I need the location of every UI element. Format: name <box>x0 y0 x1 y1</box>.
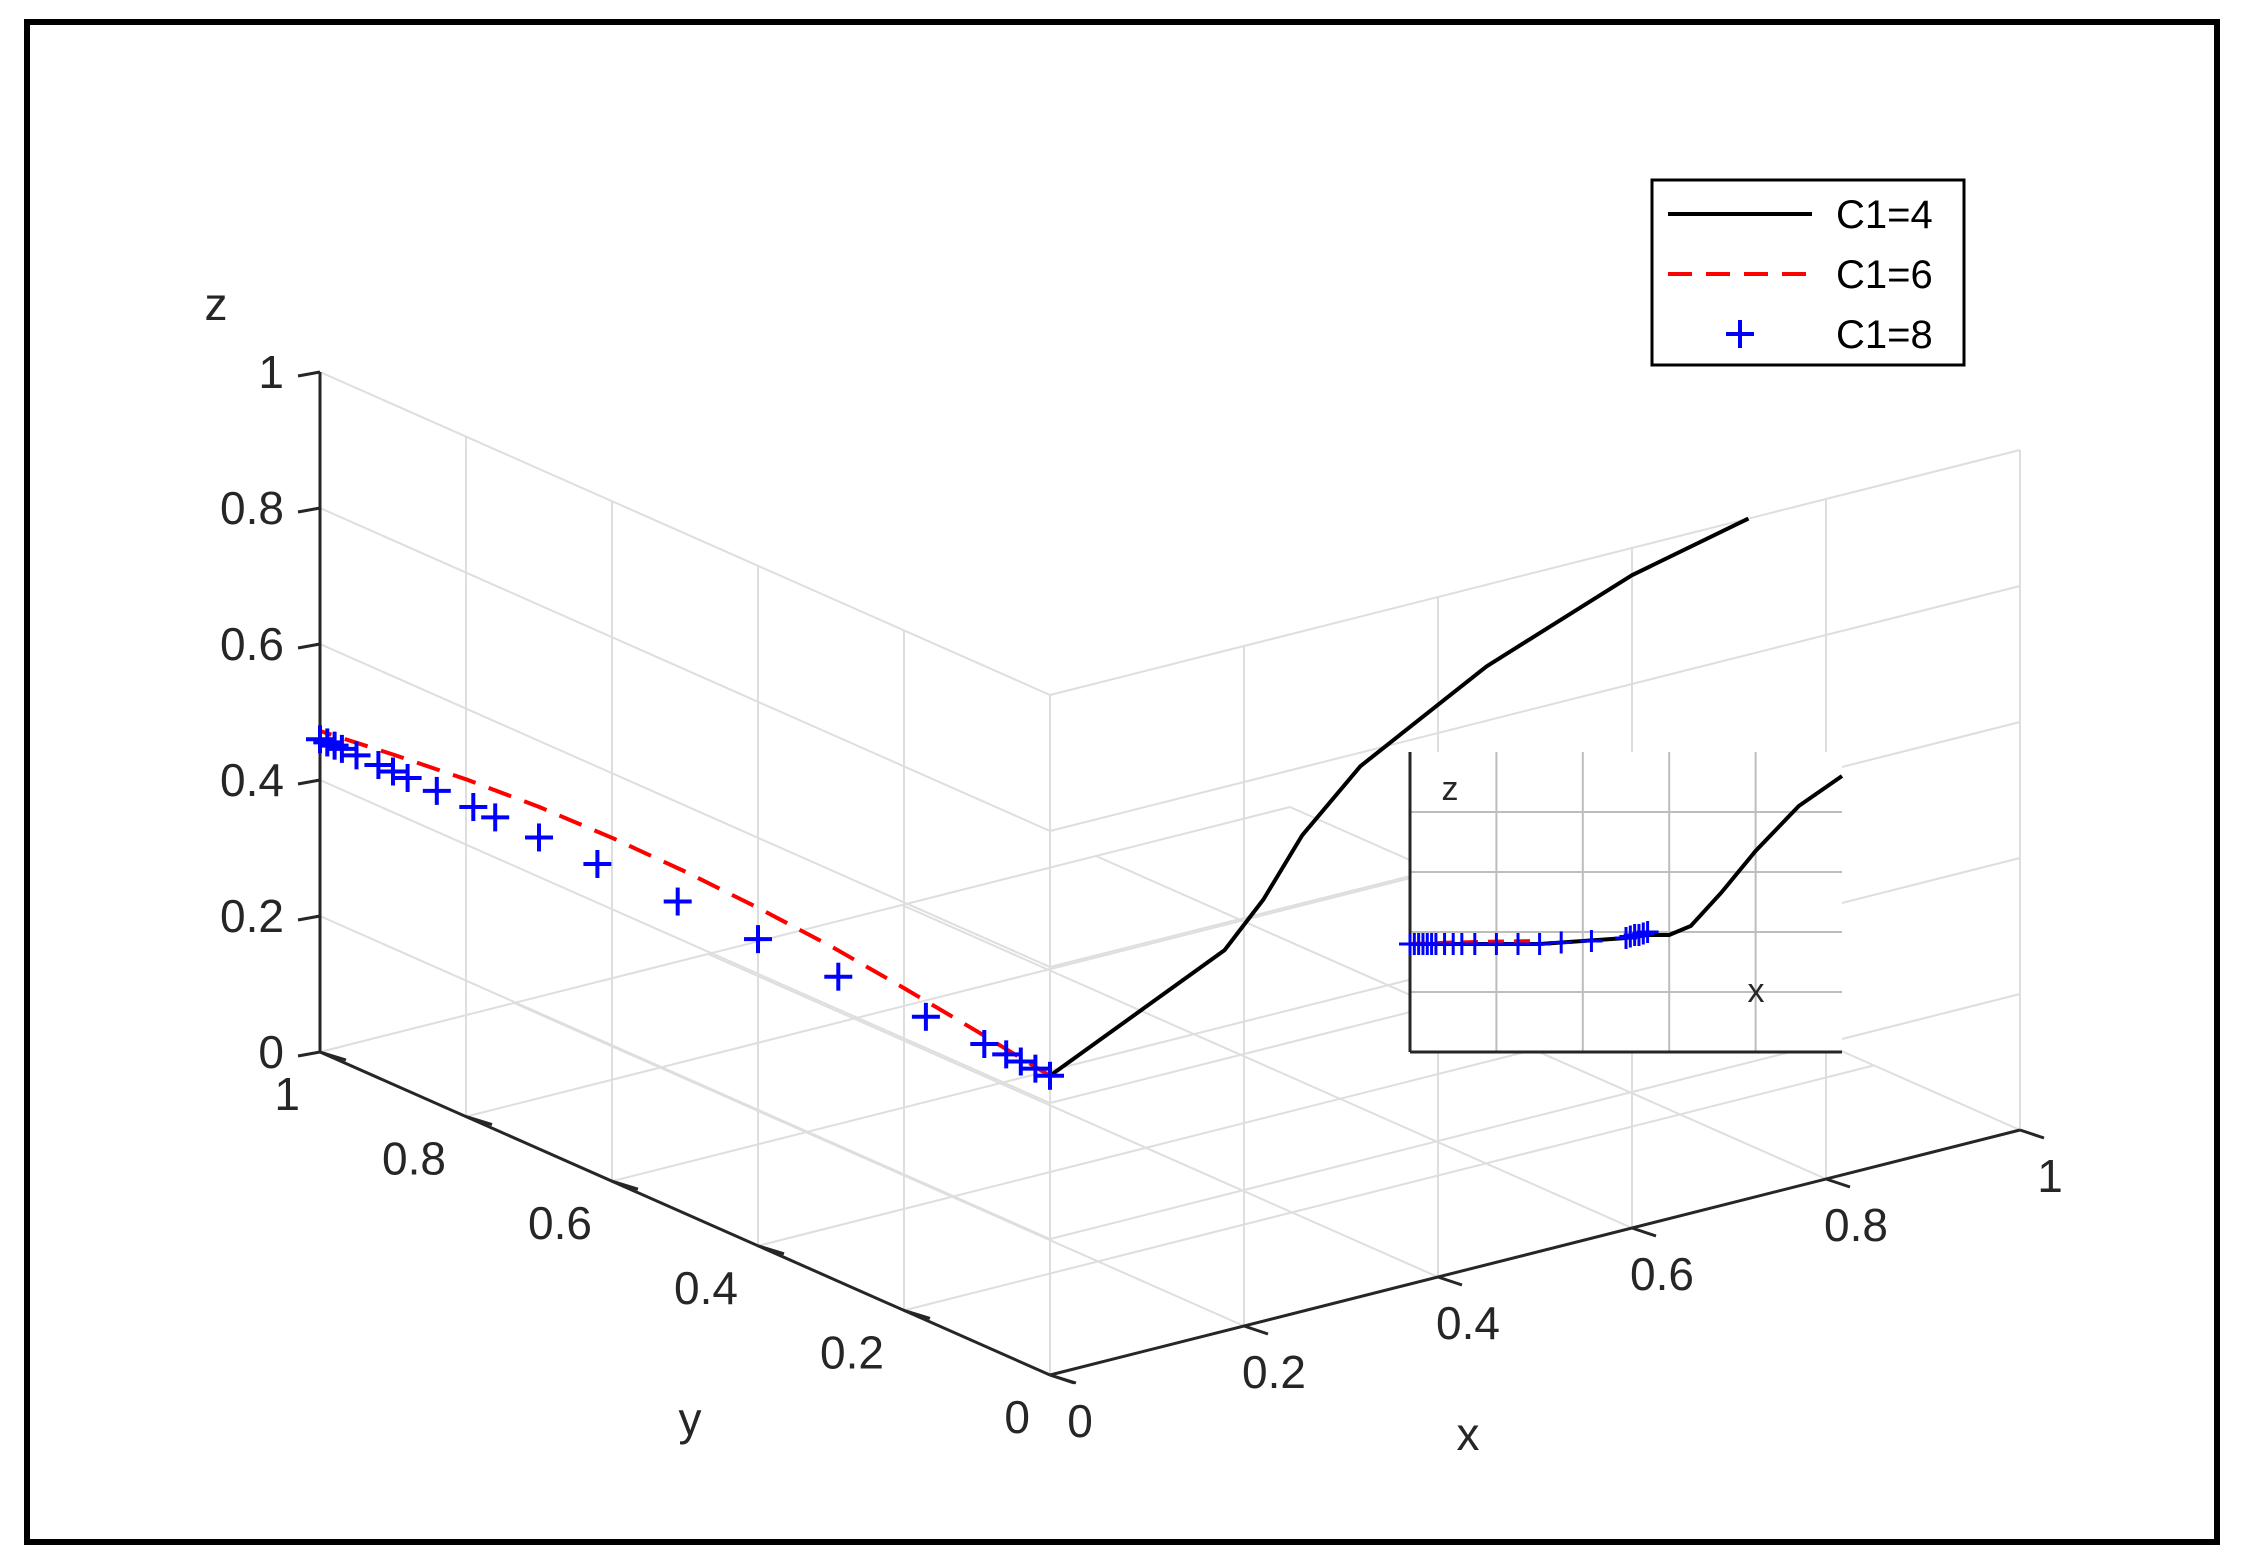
series-c1-8-point-10 <box>525 823 553 852</box>
series-c1-8-point-17 <box>342 741 371 770</box>
legend-label-c1-8: C1=8 <box>1836 313 1933 357</box>
legend-label-c1-4: C1=4 <box>1836 193 1933 237</box>
wall-y0-grid-z-4 <box>1049 585 2021 832</box>
series-c1-8-point-6 <box>824 962 853 991</box>
inset-c1-8-point-13 <box>1528 933 1551 955</box>
series-c1-8-point-20 <box>313 728 342 757</box>
x-tick-5 <box>2019 1128 2045 1140</box>
x-tick-2 <box>1437 1275 1463 1287</box>
series-line-c1-4 <box>1048 516 1750 1078</box>
z-tick-1 <box>297 914 321 922</box>
x-tick-label-0: 0 <box>1067 1395 1093 1447</box>
legend-label-c1-6: C1=6 <box>1836 253 1933 297</box>
z-tick-2 <box>297 778 321 786</box>
wall-x0-grid-z-1 <box>319 915 1051 1240</box>
series-c1-8-point-15 <box>379 757 407 786</box>
series-c1-8-point-4 <box>970 1030 999 1059</box>
y-tick-3 <box>611 1179 639 1191</box>
inset-background <box>1410 752 1842 1052</box>
inset-chart: z x <box>1399 752 1844 1054</box>
y-tick-label-1: 0.2 <box>820 1326 884 1378</box>
x-tick-label-1: 0.2 <box>1242 1346 1306 1398</box>
inset-series <box>1399 774 1844 955</box>
z-tick-label-5: 1 <box>258 346 284 398</box>
wall-x0-grid-z-5 <box>319 371 1051 696</box>
inset-c1-8-point-15 <box>1580 930 1603 952</box>
floor-grid-y-5 <box>319 806 1291 1053</box>
y-tick-label-4: 0.8 <box>382 1133 446 1185</box>
x-tick-3 <box>1631 1226 1657 1238</box>
series-c1-8-point-8 <box>663 887 692 916</box>
wall-x0-grid-z-4 <box>319 507 1051 832</box>
floor-grid-y-1 <box>903 1064 1875 1312</box>
z-tick-label-4: 0.8 <box>220 482 284 534</box>
series-c1-8-point-7 <box>744 925 772 954</box>
y-tick-label-0: 0 <box>1004 1391 1030 1443</box>
wall-x0-grid-z-3 <box>319 643 1051 968</box>
legend: C1=4 C1=6 C1=8 <box>1650 178 1966 367</box>
series-c1-8-point-12 <box>459 793 488 822</box>
floor-grid-x-2 <box>707 953 1439 1278</box>
inset-x-label: x <box>1748 972 1765 1010</box>
x-tick-1 <box>1243 1324 1269 1336</box>
series-c1-8-point-13 <box>422 776 451 805</box>
x-tick-4 <box>1825 1177 1851 1189</box>
x-axis-label: x <box>1457 1408 1480 1460</box>
x-tick-label-5: 1 <box>2037 1150 2063 1202</box>
y-tick-label-2: 0.4 <box>674 1262 738 1314</box>
floor-grid-x-3 <box>901 904 1633 1229</box>
series-c1-8-point-1 <box>1021 1054 1050 1083</box>
floor-grid-x-1 <box>513 1002 1245 1327</box>
series-c1-8-point-18 <box>327 734 356 763</box>
y-tick-4 <box>465 1115 493 1127</box>
wall-x0-grid-z-2 <box>319 779 1051 1104</box>
wall-y0-grid-z-1 <box>1049 993 2021 1240</box>
series-c1-8-point-2 <box>1006 1047 1035 1076</box>
series-c1-8-point-14 <box>393 763 422 792</box>
series-c1-8-point-3 <box>992 1040 1021 1069</box>
z-tick-label-0: 0 <box>258 1026 284 1078</box>
z-tick-5 <box>297 370 321 378</box>
series-c1-8-point-5 <box>911 1002 940 1031</box>
inset-c1-8-point-21 <box>1636 921 1659 943</box>
z-tick-label-1: 0.2 <box>220 890 284 942</box>
z-tick-label-3: 0.6 <box>220 618 284 670</box>
axes-layer: 00.20.40.60.8100.20.40.60.8100.20.40.60.… <box>220 346 2063 1447</box>
y-tick-1 <box>903 1308 931 1320</box>
y-tick-5 <box>319 1050 347 1062</box>
z-axis-label: z <box>205 278 228 330</box>
x-tick-label-3: 0.6 <box>1630 1248 1694 1300</box>
series-c1-8-point-9 <box>583 849 612 878</box>
wall-y0-grid-z-5 <box>1049 449 2021 696</box>
series-c1-8-point-16 <box>364 751 393 780</box>
z-tick-4 <box>297 506 321 514</box>
z-tick-0 <box>297 1050 321 1058</box>
y-axis-line <box>319 1050 1051 1377</box>
series-c1-8-point-21 <box>306 725 334 754</box>
floor-grid-y-4 <box>465 870 1437 1118</box>
y-axis-label: y <box>679 1393 702 1445</box>
y-tick-label-3: 0.6 <box>528 1197 592 1249</box>
legend-swatch-c1-8 <box>1726 320 1754 348</box>
series-c1-8-point-0 <box>1036 1061 1064 1090</box>
x-tick-label-4: 0.8 <box>1824 1199 1888 1251</box>
z-tick-label-2: 0.4 <box>220 754 284 806</box>
x-tick-label-2: 0.4 <box>1436 1297 1500 1349</box>
series-layer <box>306 516 1750 1090</box>
inset-c1-8-point-12 <box>1507 933 1529 955</box>
inset-c1-8-point-11 <box>1485 933 1508 955</box>
inset-z-label: z <box>1442 770 1459 808</box>
series-c1-8-point-19 <box>320 731 349 760</box>
series-c1-8-point-11 <box>481 803 510 832</box>
y-tick-label-5: 1 <box>274 1068 300 1120</box>
legend-box <box>1650 178 1966 367</box>
y-tick-2 <box>757 1244 785 1256</box>
inset-c1-8-point-10 <box>1463 933 1486 955</box>
z-tick-3 <box>297 642 321 650</box>
series-line-c1-6 <box>319 729 1052 1078</box>
x-axis-line <box>1049 1128 2021 1377</box>
inset-c1-8-point-14 <box>1550 931 1573 954</box>
x-tick-0 <box>1049 1373 1075 1385</box>
